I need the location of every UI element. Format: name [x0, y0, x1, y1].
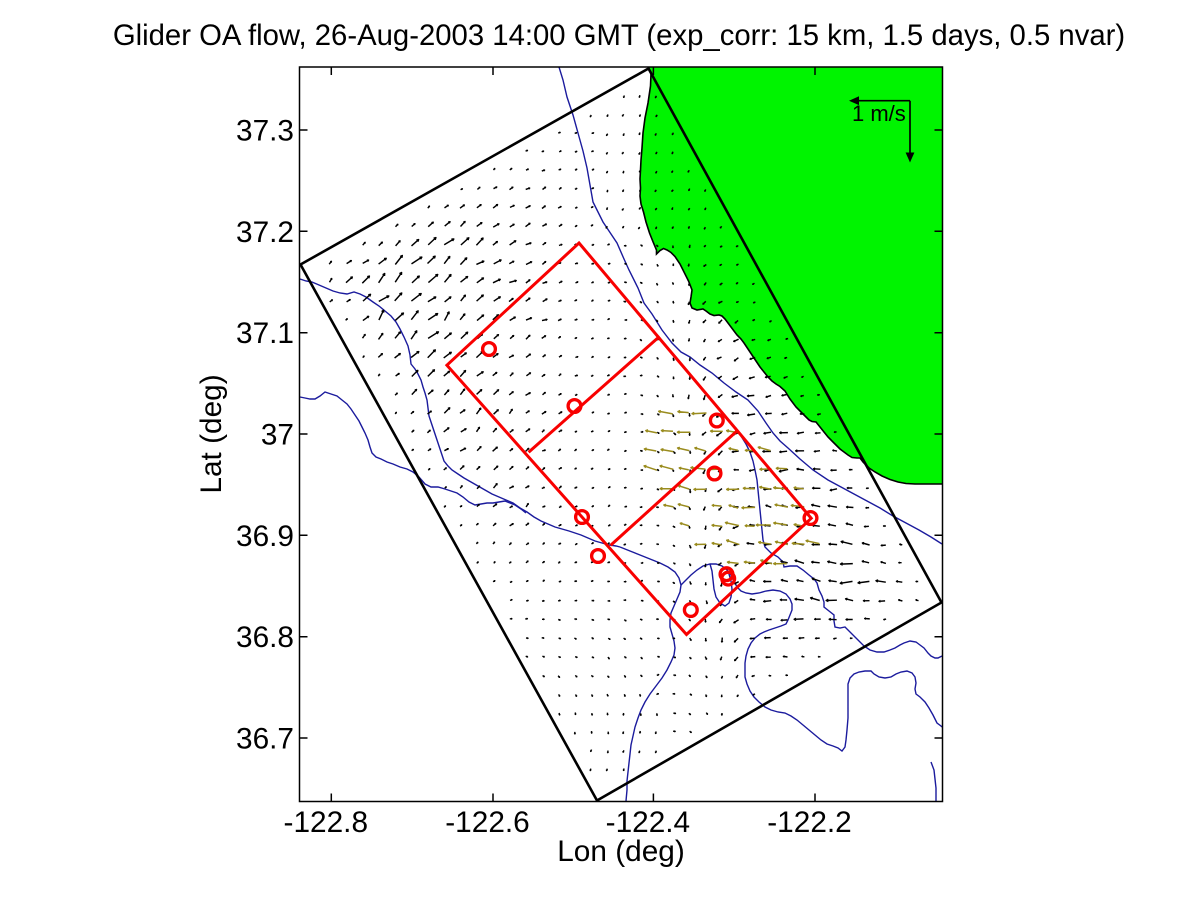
- svg-text:37.1: 37.1: [236, 317, 294, 350]
- svg-text:-122.6: -122.6: [445, 806, 530, 839]
- svg-text:37: 37: [261, 419, 294, 452]
- svg-text:37.2: 37.2: [236, 216, 294, 249]
- svg-text:36.7: 36.7: [236, 723, 294, 756]
- svg-text:1 m/s: 1 m/s: [852, 101, 906, 126]
- svg-text:36.8: 36.8: [236, 621, 294, 654]
- svg-text:-122.2: -122.2: [767, 806, 852, 839]
- svg-text:Lon (deg): Lon (deg): [557, 835, 685, 868]
- svg-text:Glider OA flow, 26-Aug-2003 14: Glider OA flow, 26-Aug-2003 14:00 GMT (e…: [113, 19, 1125, 52]
- svg-text:-122.4: -122.4: [606, 806, 691, 839]
- svg-text:Lat (deg): Lat (deg): [195, 374, 228, 493]
- svg-text:-122.8: -122.8: [284, 806, 369, 839]
- svg-text:37.3: 37.3: [236, 115, 294, 148]
- svg-text:36.9: 36.9: [236, 520, 294, 553]
